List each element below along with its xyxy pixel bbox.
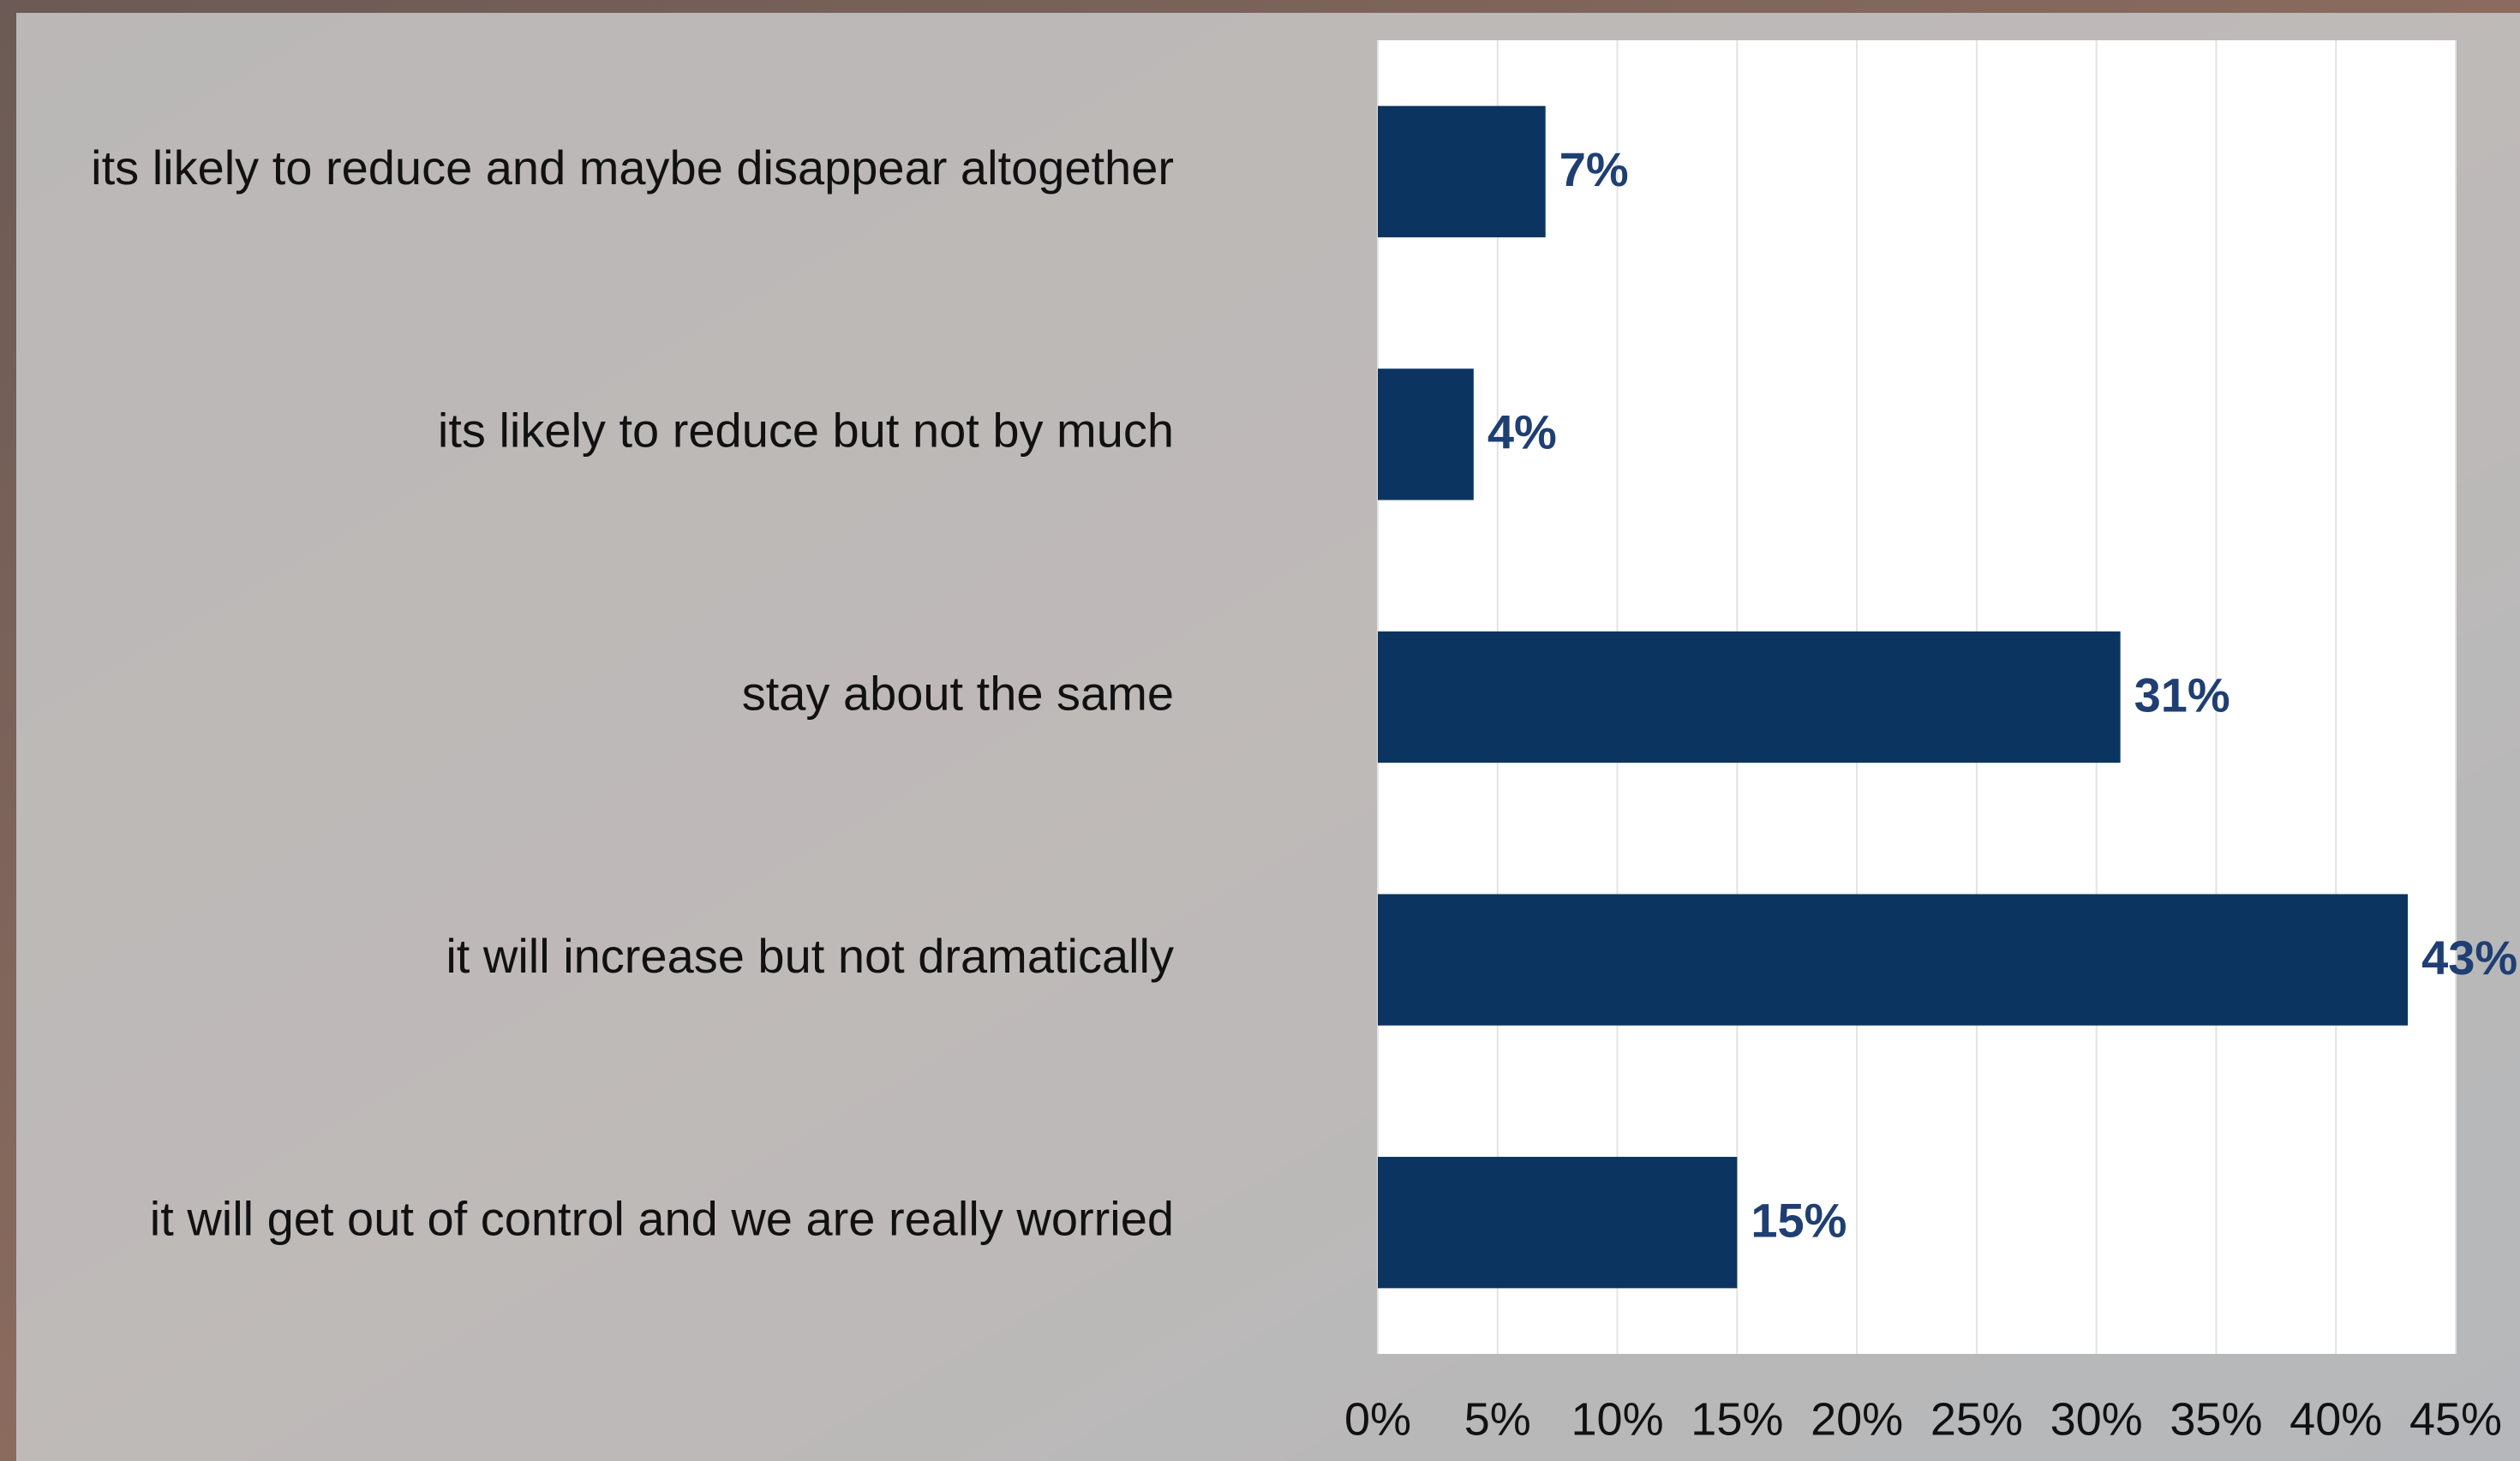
bar — [1378, 105, 1546, 237]
x-tick-label: 15% — [1691, 1393, 1783, 1445]
category-label: its likely to reduce but not by much — [438, 404, 1174, 458]
category-label: stay about the same — [742, 666, 1174, 720]
marks: 0% 5% 10% 15% 20% 25% 30% 35% 40% 45% its likely t… — [91, 105, 2517, 1445]
data-label: 43% — [2421, 931, 2517, 985]
bar — [1378, 631, 2121, 763]
category-label: it will increase but not dramatically — [446, 929, 1174, 983]
data-label: 31% — [2134, 668, 2230, 722]
x-tick-label: 30% — [2050, 1393, 2143, 1445]
x-tick-label: 20% — [1811, 1393, 1903, 1445]
category-label: it will get out of control and we are re… — [150, 1191, 1174, 1245]
x-tick-label: 5% — [1464, 1393, 1531, 1445]
x-tick-label: 45% — [2409, 1393, 2502, 1445]
x-tick-label: 10% — [1571, 1393, 1664, 1445]
bar — [1378, 368, 1474, 500]
bar — [1378, 894, 2409, 1026]
data-label: 15% — [1751, 1193, 1847, 1247]
x-tick-label: 40% — [2290, 1393, 2382, 1445]
x-tick-label: 0% — [1344, 1393, 1411, 1445]
x-tick-label: 35% — [2170, 1393, 2262, 1445]
x-tick-label: 25% — [1930, 1393, 2023, 1445]
bar — [1378, 1157, 1738, 1289]
data-label: 7% — [1559, 142, 1629, 196]
data-label: 4% — [1487, 405, 1557, 459]
category-label: its likely to reduce and maybe disappear… — [91, 141, 1174, 195]
